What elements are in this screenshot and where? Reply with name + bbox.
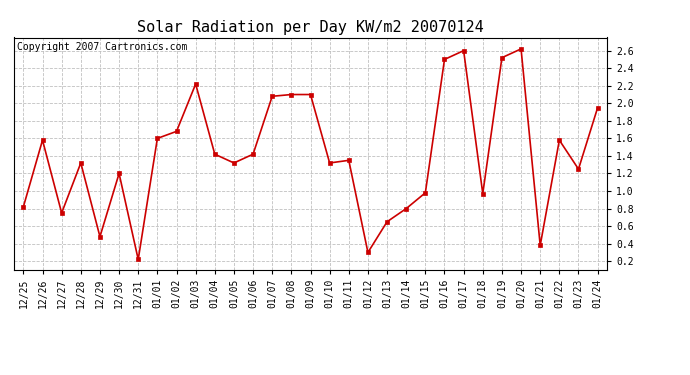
- Text: Copyright 2007 Cartronics.com: Copyright 2007 Cartronics.com: [17, 42, 187, 52]
- Title: Solar Radiation per Day KW/m2 20070124: Solar Radiation per Day KW/m2 20070124: [137, 20, 484, 35]
